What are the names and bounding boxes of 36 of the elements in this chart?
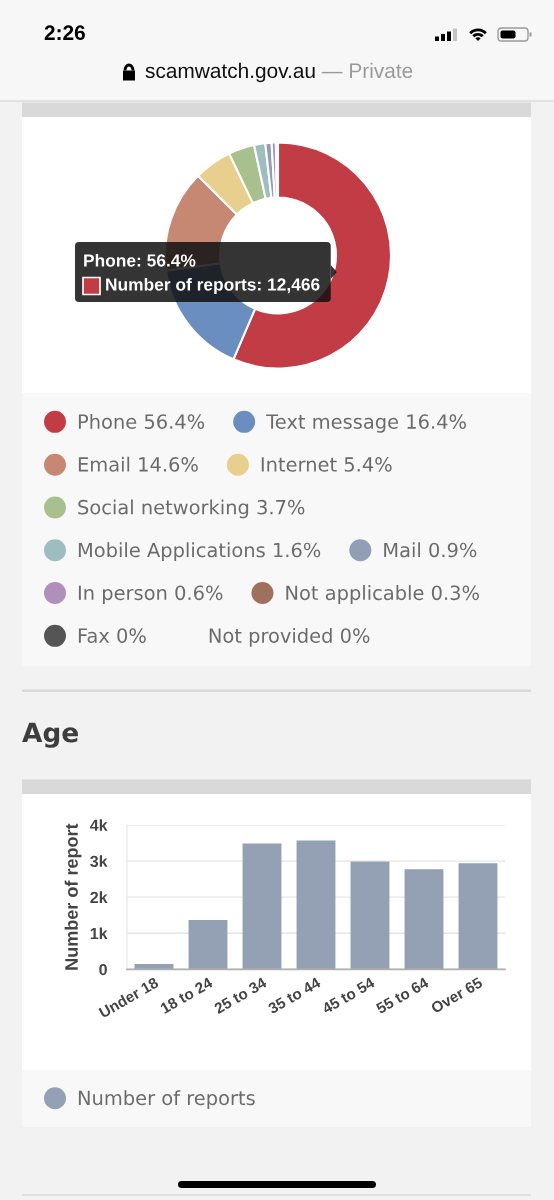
y-tick-label: 1k [90, 927, 108, 940]
bar [188, 919, 228, 970]
legend-label: Not applicable 0.3% [286, 585, 479, 604]
legend-label: Number of reports [78, 1090, 255, 1110]
legend-label: Phone 56.4% [78, 413, 205, 429]
text: 2:26 [44, 25, 85, 41]
x-tick-label: 45 to 54 [321, 976, 376, 1015]
category-label: Not provided 0% [209, 627, 370, 647]
y-tick-label: 2k [90, 891, 108, 903]
bar [404, 869, 444, 970]
x-tick-label: 35 to 44 [267, 976, 322, 1015]
text: Phone: 56.4% [84, 253, 196, 267]
y-axis-title: Number of report [64, 823, 82, 970]
legend-label: Text message 16.4% [266, 414, 466, 433]
y-tick-label: 3k [90, 855, 108, 868]
legend-label: In person 0.6% [78, 585, 223, 604]
bar [350, 861, 390, 970]
x-tick-label: 55 to 64 [375, 976, 430, 1015]
text: Number of reports: 12,466 [106, 277, 320, 295]
y-tick-label: 0 [99, 963, 107, 976]
bar [242, 843, 282, 970]
legend-label: Email 14.6% [78, 456, 198, 472]
legend-label: Social networking 3.7% [78, 499, 305, 519]
text: scamwatch.gov.au [145, 62, 315, 83]
legend-label: Mobile Applications 1.6% [78, 542, 321, 562]
y-tick-label: 4k [90, 819, 108, 831]
x-tick-label: 18 to 24 [159, 976, 214, 1014]
chart-title: Age [22, 722, 78, 748]
legend-label: Mail 0.9% [384, 542, 477, 558]
bar [458, 863, 498, 970]
x-tick-label: 25 to 34 [213, 976, 268, 1015]
x-tick-label: Over 65 [430, 976, 484, 1014]
text: — Private [321, 62, 413, 79]
bar [296, 840, 336, 970]
legend-label: Internet 5.4% [261, 457, 392, 472]
legend-label: Fax 0% [78, 628, 146, 643]
